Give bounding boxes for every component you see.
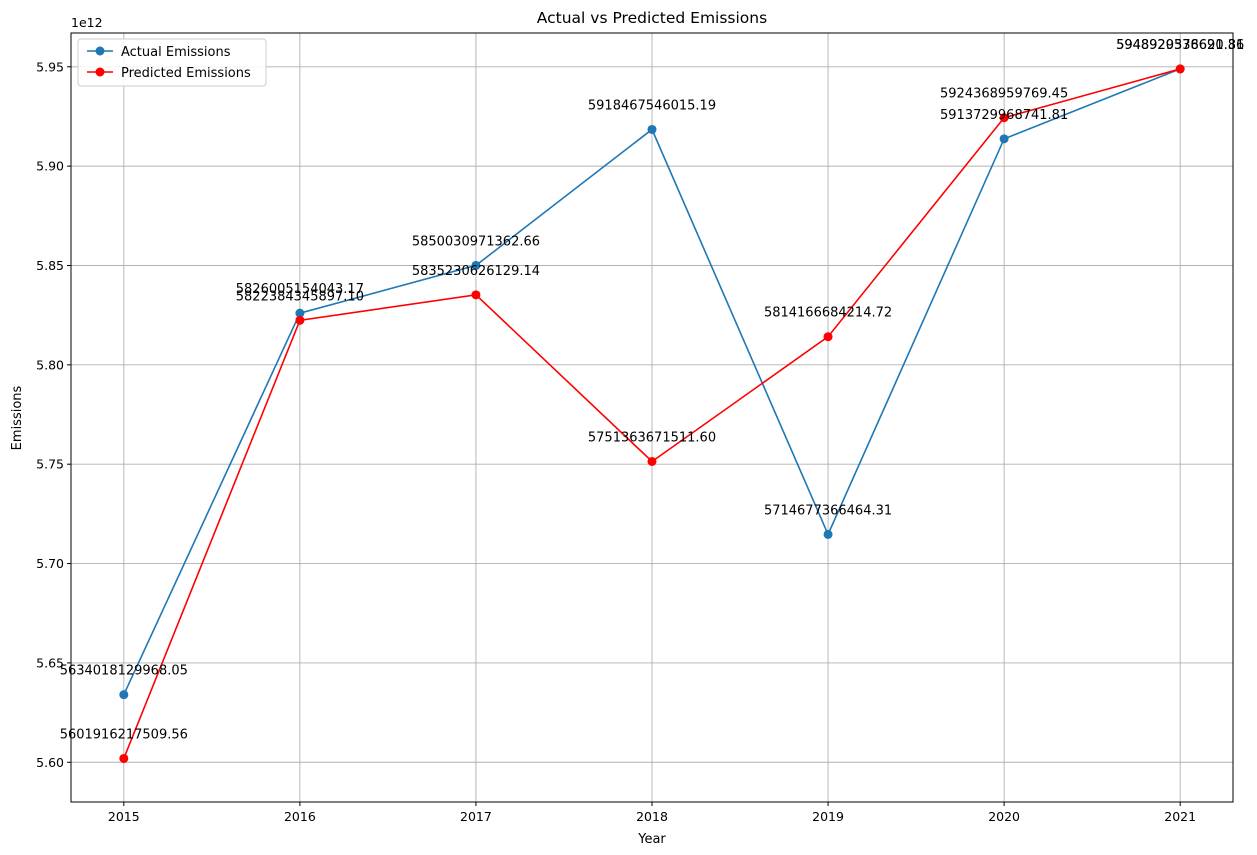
data-label: 5814166684214.72	[764, 306, 892, 321]
data-label: 5822384345897.10	[236, 289, 364, 304]
data-label: 5948920376621.31	[1116, 38, 1244, 53]
series-group	[119, 64, 1185, 763]
data-point	[647, 124, 657, 134]
data-label: 5634018129968.05	[60, 664, 188, 679]
data-label: 5924368959769.45	[940, 87, 1068, 102]
y-tick-label: 5.90	[36, 159, 64, 174]
data-labels: 5634018129968.05 5826005154043.17 58500309…	[60, 38, 1245, 743]
data-point	[295, 308, 305, 318]
x-tick-label: 2015	[108, 809, 140, 824]
data-point	[295, 315, 305, 325]
x-axis: 2015 2016 2017 2018 2019 2020 2021	[108, 802, 1196, 824]
x-tick-label: 2018	[636, 809, 668, 824]
y-tick-label: 5.60	[36, 755, 64, 770]
legend-marker-predicted	[95, 67, 105, 77]
chart-title: Actual vs Predicted Emissions	[537, 9, 767, 27]
data-point	[999, 113, 1009, 123]
legend: Actual Emissions Predicted Emissions	[77, 38, 267, 87]
legend-box	[77, 38, 267, 87]
data-point	[647, 456, 657, 466]
y-tick-label: 5.85	[36, 258, 64, 273]
data-point	[823, 529, 833, 539]
data-label: 5850030971362.66	[412, 234, 540, 249]
y-tick-label: 5.65	[36, 655, 64, 670]
x-axis-label: Year	[637, 832, 666, 847]
data-label: 5751363671511.60	[588, 430, 716, 445]
data-label: 5835230626129.14	[412, 264, 540, 279]
y-tick-label: 5.95	[36, 59, 64, 74]
y-tick-label: 5.70	[36, 556, 64, 571]
x-tick-label: 2017	[460, 809, 492, 824]
data-label: 5913729968741.81	[940, 108, 1068, 123]
data-label: 5601916217509.56	[60, 727, 188, 742]
x-tick-label: 2019	[812, 809, 844, 824]
data-label: 5714677366464.31	[764, 503, 892, 518]
data-label: 5948929538690.86	[1116, 38, 1244, 53]
data-point	[119, 753, 129, 763]
grid	[71, 33, 1233, 802]
y-axis-label: Emissions	[10, 385, 25, 450]
legend-label-actual: Actual Emissions	[121, 45, 231, 60]
data-point	[119, 690, 129, 700]
data-point	[1175, 64, 1185, 74]
y-tick-label: 5.75	[36, 457, 64, 472]
data-point	[823, 332, 833, 342]
x-tick-label: 2021	[1164, 809, 1196, 824]
legend-marker-actual	[95, 46, 105, 56]
x-tick-label: 2016	[284, 809, 316, 824]
data-point	[471, 260, 481, 270]
data-point	[471, 290, 481, 300]
legend-label-predicted: Predicted Emissions	[121, 66, 251, 81]
data-point	[999, 134, 1009, 144]
y-offset-text: 1e12	[71, 15, 103, 30]
y-axis: 5.60 5.65 5.70 5.75 5.80 5.85 5.90 5.95	[36, 59, 71, 770]
data-label: 5918467546015.19	[588, 98, 716, 113]
data-label: 5826005154043.17	[236, 282, 364, 297]
y-tick-label: 5.80	[36, 357, 64, 372]
x-tick-label: 2020	[988, 809, 1020, 824]
